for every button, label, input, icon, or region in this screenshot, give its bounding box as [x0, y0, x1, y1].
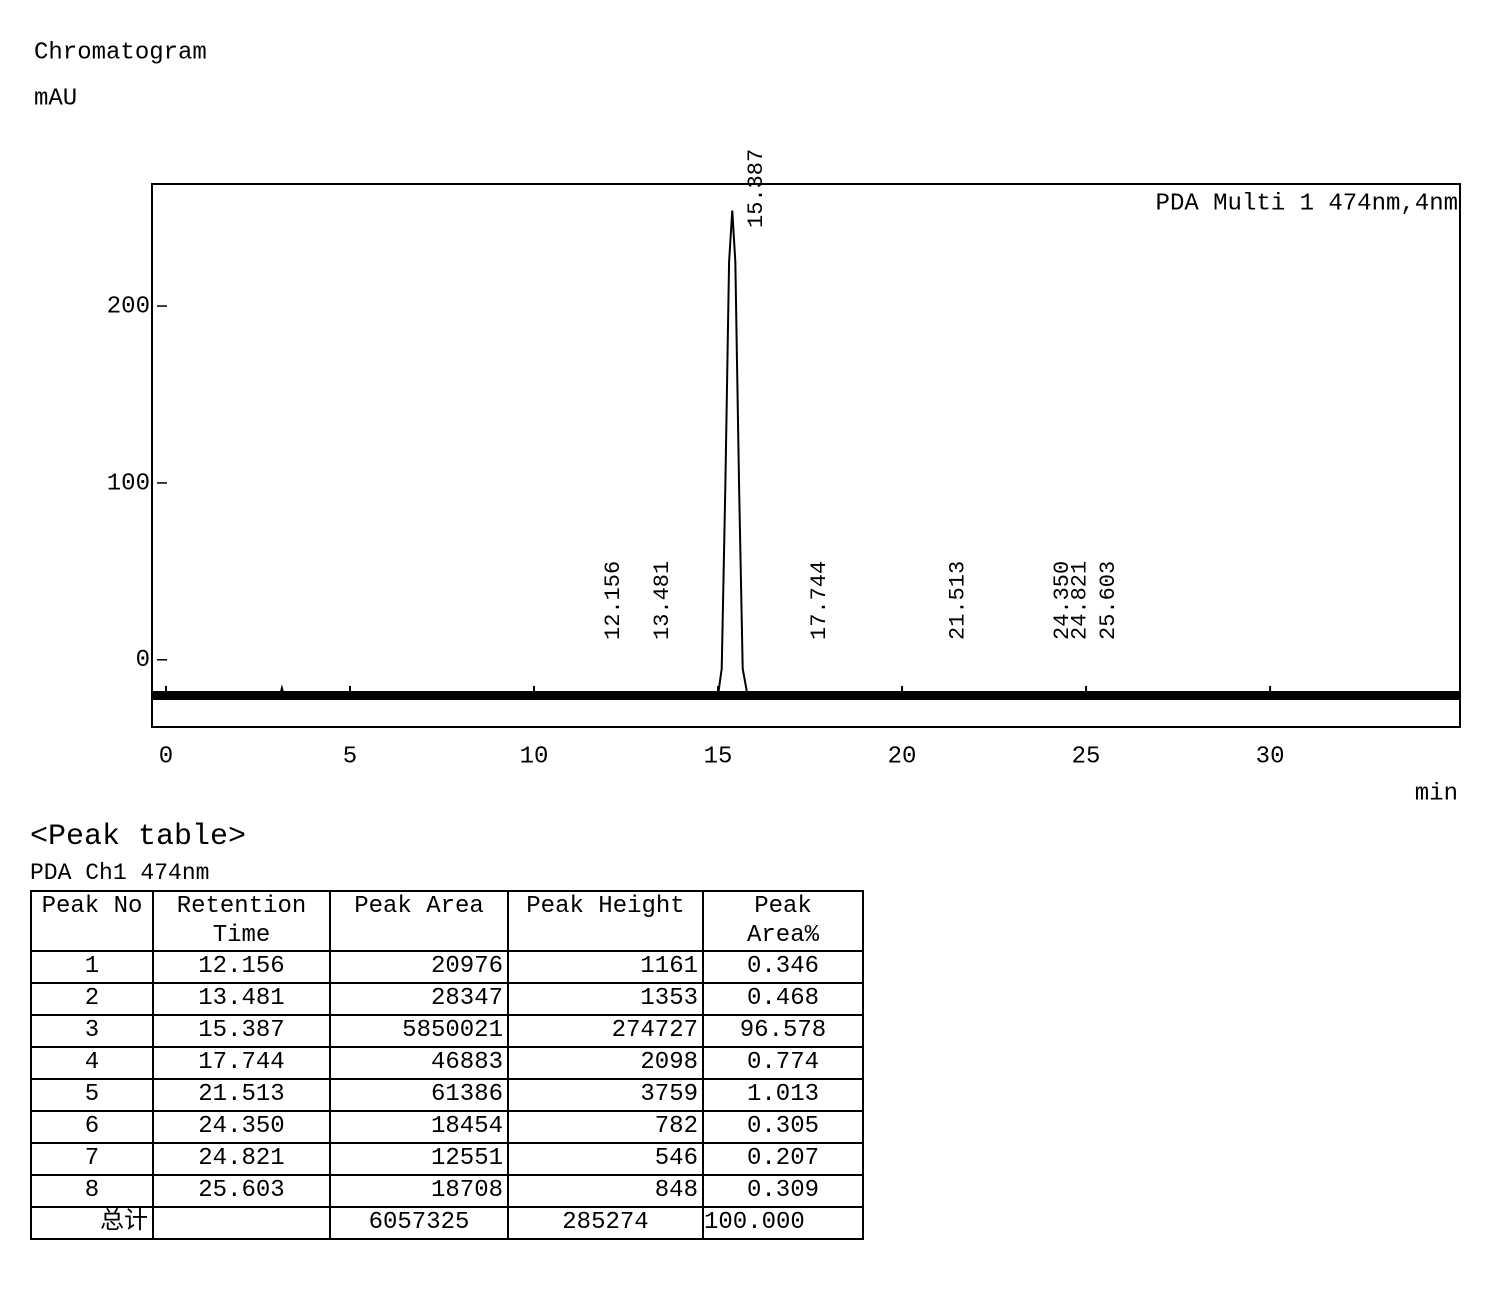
- peak-label: 25.603: [1096, 561, 1121, 640]
- peak-label: 21.513: [946, 561, 971, 640]
- table-cell: 0.309: [702, 1174, 864, 1208]
- table-title: <Peak table>: [30, 820, 247, 854]
- table-cell: 1353: [507, 982, 704, 1016]
- table-cell: 0.468: [702, 982, 864, 1016]
- x-tick-label: 15: [704, 743, 733, 770]
- table-cell: 96.578: [702, 1014, 864, 1048]
- header-cell: Peak Height: [507, 890, 704, 952]
- table-cell: 8: [30, 1174, 154, 1208]
- header-cell: Peak Area: [329, 890, 509, 952]
- peak-label: 13.481: [650, 561, 675, 640]
- table-cell: 5850021: [329, 1014, 509, 1048]
- table-cell: 848: [507, 1174, 704, 1208]
- peak-label: 15.387: [744, 149, 769, 228]
- table-cell: 12551: [329, 1142, 509, 1176]
- x-tick-label: 10: [520, 743, 549, 770]
- table-row: 1 12.156 20976 1161 0.346: [30, 950, 864, 984]
- table-cell: 0.774: [702, 1046, 864, 1080]
- table-cell: 25.603: [152, 1174, 331, 1208]
- table-cell: 782: [507, 1110, 704, 1144]
- peak-label: 12.156: [601, 561, 626, 640]
- table-cell: 1161: [507, 950, 704, 984]
- total-label: 总计: [30, 1206, 154, 1240]
- table-cell: 0.207: [702, 1142, 864, 1176]
- table-row: 6 24.350 18454 782 0.305: [30, 1110, 864, 1144]
- table-cell: 24.821: [152, 1142, 331, 1176]
- peak-label: 24.821: [1067, 561, 1092, 640]
- table-cell: 3759: [507, 1078, 704, 1112]
- chart: Chromatogram mAU min 0 100 200 0 5 10 15 20 25 30…: [34, 39, 1461, 807]
- table-row: 2 13.481 28347 1353 0.468: [30, 982, 864, 1016]
- x-tick-label: 5: [343, 743, 357, 770]
- table-cell: 20976: [329, 950, 509, 984]
- table-cell: 2098: [507, 1046, 704, 1080]
- legend-label: PDA Multi 1 474nm,4nm: [1156, 190, 1458, 217]
- table-body: 1 12.156 20976 1161 0.346 2 13.481 28347 1353 0.4…: [30, 950, 864, 1240]
- table-cell: 28347: [329, 982, 509, 1016]
- total-height: 285274: [507, 1206, 704, 1240]
- y-tick-label: 100: [107, 470, 150, 497]
- table-cell: 546: [507, 1142, 704, 1176]
- x-tick-label: 25: [1072, 743, 1101, 770]
- y-tick-label: 200: [107, 293, 150, 320]
- table-cell: 18454: [329, 1110, 509, 1144]
- table-cell: 274727: [507, 1014, 704, 1048]
- table-cell: 61386: [329, 1078, 509, 1112]
- y-axis-label: mAU: [34, 85, 77, 112]
- table-cell: 21.513: [152, 1078, 331, 1112]
- peak-label: 17.744: [807, 561, 832, 640]
- table-cell: 46883: [329, 1046, 509, 1080]
- header-row: Peak No Retention Time Peak Area Peak Heigh…: [30, 890, 864, 952]
- table-cell: 15.387: [152, 1014, 331, 1048]
- total-area: 6057325: [329, 1206, 509, 1240]
- total-percent: 100.000: [702, 1206, 864, 1240]
- table-cell: 18708: [329, 1174, 509, 1208]
- chart-title: Chromatogram: [34, 39, 207, 66]
- table-subtitle: PDA Ch1 474nm: [30, 860, 210, 886]
- table-cell: [152, 1206, 331, 1240]
- plot-frame: [151, 183, 1461, 728]
- table-cell: 4: [30, 1046, 154, 1080]
- table-cell: 1.013: [702, 1078, 864, 1112]
- table-row: 5 21.513 61386 3759 1.013: [30, 1078, 864, 1112]
- x-tick-label: 30: [1256, 743, 1285, 770]
- header-cell: Peak Area%: [702, 890, 864, 952]
- table-cell: 12.156: [152, 950, 331, 984]
- y-tick-label: 0: [136, 647, 150, 674]
- table-row: 7 24.821 12551 546 0.207: [30, 1142, 864, 1176]
- header-cell: Peak No: [30, 890, 154, 952]
- header-cell: Retention Time: [152, 890, 331, 952]
- table-row: 3 15.387 5850021 274727 96.578: [30, 1014, 864, 1048]
- table-cell: 0.305: [702, 1110, 864, 1144]
- table-cell: 0.346: [702, 950, 864, 984]
- table-cell: 3: [30, 1014, 154, 1048]
- table-cell: 13.481: [152, 982, 331, 1016]
- x-tick-label: 20: [888, 743, 917, 770]
- peak-label: 24.350: [1050, 561, 1075, 640]
- table-cell: 2: [30, 982, 154, 1016]
- table-cell: 5: [30, 1078, 154, 1112]
- table-cell: 6: [30, 1110, 154, 1144]
- table-cell: 17.744: [152, 1046, 331, 1080]
- table-row: 8 25.603 18708 848 0.309: [30, 1174, 864, 1208]
- total-row: 总计 6057325 285274 100.000: [30, 1206, 864, 1240]
- peak-table: Peak No Retention Time Peak Area Peak Heigh…: [30, 890, 864, 1240]
- trace: [152, 210, 1460, 697]
- table-cell: 1: [30, 950, 154, 984]
- table-row: 4 17.744 46883 2098 0.774: [30, 1046, 864, 1080]
- table-cell: 24.350: [152, 1110, 331, 1144]
- x-tick-label: 0: [159, 743, 173, 770]
- table-cell: 7: [30, 1142, 154, 1176]
- x-axis-label: min: [1415, 780, 1458, 807]
